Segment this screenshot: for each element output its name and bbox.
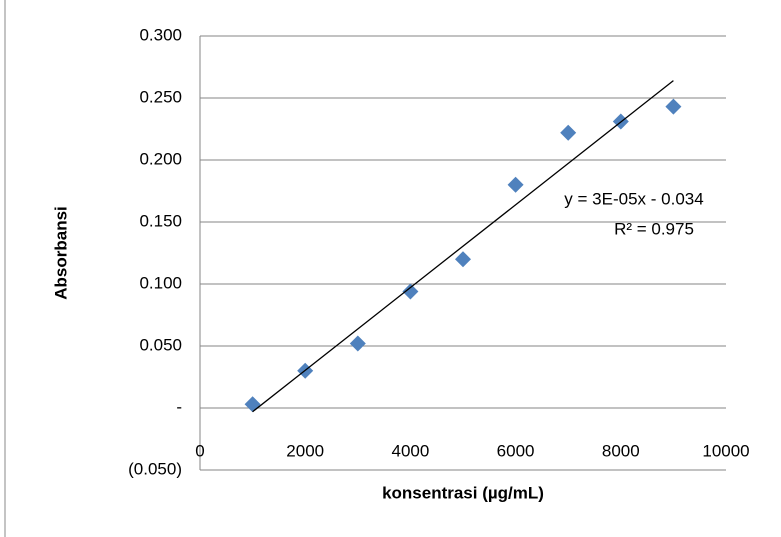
x-tick-label: 0 xyxy=(195,441,204,460)
y-tick-label: 0.150 xyxy=(139,211,182,230)
x-tick-label: 10000 xyxy=(702,441,749,460)
y-tick-label: 0.100 xyxy=(139,273,182,292)
data-point xyxy=(507,176,524,193)
trendline xyxy=(252,80,674,413)
data-point xyxy=(244,396,261,413)
data-point xyxy=(402,283,419,300)
y-tick-label: - xyxy=(176,397,182,416)
y-tick-label: 0.250 xyxy=(139,87,182,106)
y-axis-title: Absorbansi xyxy=(51,206,70,300)
x-tick-label: 4000 xyxy=(391,441,429,460)
y-tick-label: 0.050 xyxy=(139,335,182,354)
x-axis-title: konsentrasi (µg/mL) xyxy=(382,483,544,502)
x-tick-label: 8000 xyxy=(602,441,640,460)
y-tick-label: (0.050) xyxy=(128,459,182,478)
trend-equation: y = 3E-05x - 0.034 xyxy=(564,189,703,208)
data-point xyxy=(665,98,682,115)
x-tick-label: 6000 xyxy=(497,441,535,460)
data-point xyxy=(560,124,577,141)
y-tick-label: 0.200 xyxy=(139,149,182,168)
data-point xyxy=(455,251,471,268)
trend-r2: R² = 0.975 xyxy=(614,219,694,238)
y-tick-label: 0.300 xyxy=(139,25,182,44)
data-point xyxy=(349,335,366,352)
x-tick-label: 2000 xyxy=(286,441,324,460)
